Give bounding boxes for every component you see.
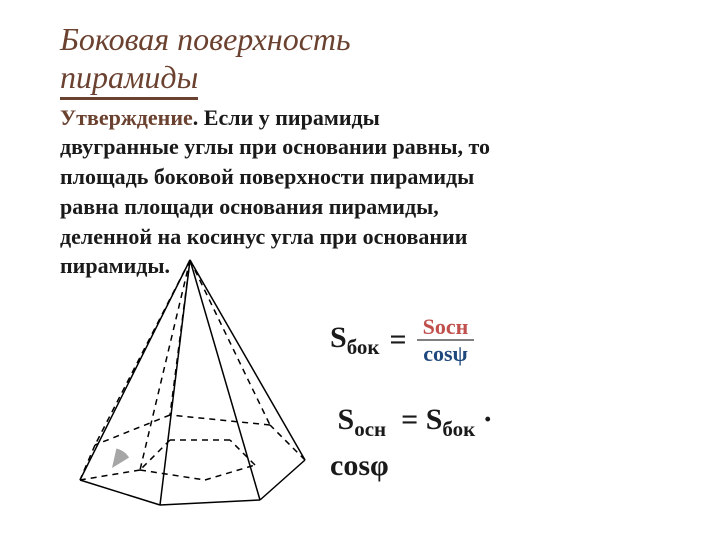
formula-sosn: Sосн = Sбок · cosφ [330,399,690,486]
frac-denominator: cosψ [417,339,473,365]
body-l2: площадь боковой поверхности пирамиды [60,164,474,189]
slide: Боковая поверхность пирамиды Утверждение… [0,0,720,540]
title-line2: пирамиды [60,59,198,100]
f1-eq: = [390,323,407,357]
slide-title: Боковая поверхность пирамиды [60,20,680,97]
frac-numerator: Sосн [417,315,475,339]
f1-lhs: Sбок [330,321,380,360]
title-line1: Боковая поверхность [60,21,351,57]
formula-sbok: Sбок = Sосн cosψ [330,315,690,365]
body-l3: равна площади основания пирамиды, [60,194,439,219]
pyramid-diagram [40,250,340,520]
formula-block: Sбок = Sосн cosψ Sосн = Sбок · cosφ [330,315,690,487]
assertion-label: Утверждение [60,105,193,130]
body-l0: . Если у пирамиды [193,105,380,130]
fraction: Sосн cosψ [417,315,475,365]
body-l1: двугранные углы при основании равны, то [60,134,490,159]
body-l4: деленной на косинус угла при основании [60,224,467,249]
